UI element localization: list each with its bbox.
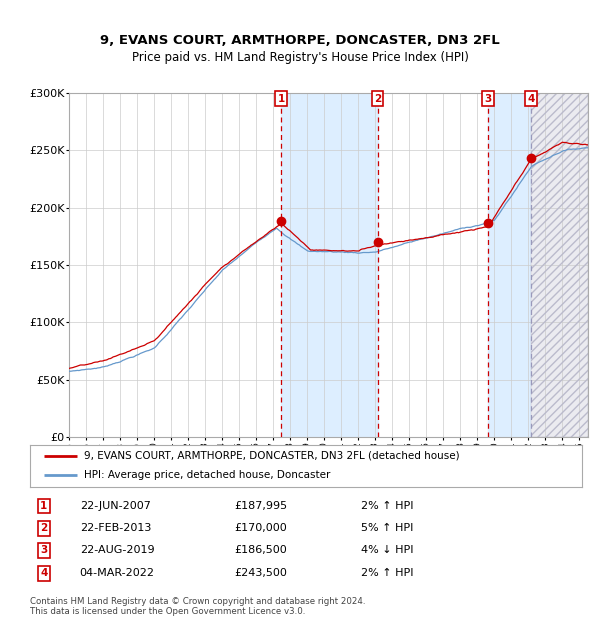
Text: 4: 4 bbox=[527, 94, 535, 104]
Text: 1: 1 bbox=[40, 501, 47, 511]
Text: 5% ↑ HPI: 5% ↑ HPI bbox=[361, 523, 413, 533]
Text: 4% ↓ HPI: 4% ↓ HPI bbox=[361, 546, 414, 556]
Text: £170,000: £170,000 bbox=[234, 523, 287, 533]
Text: 22-FEB-2013: 22-FEB-2013 bbox=[80, 523, 151, 533]
Text: 2% ↑ HPI: 2% ↑ HPI bbox=[361, 501, 414, 511]
Text: 2: 2 bbox=[374, 94, 381, 104]
Text: 2: 2 bbox=[40, 523, 47, 533]
Text: 9, EVANS COURT, ARMTHORPE, DONCASTER, DN3 2FL: 9, EVANS COURT, ARMTHORPE, DONCASTER, DN… bbox=[100, 34, 500, 46]
Bar bbox=[488, 93, 532, 437]
Text: Contains HM Land Registry data © Crown copyright and database right 2024.: Contains HM Land Registry data © Crown c… bbox=[30, 597, 365, 606]
Bar bbox=[281, 93, 377, 437]
Text: 4: 4 bbox=[40, 569, 47, 578]
Bar bbox=[532, 93, 588, 437]
Text: £187,995: £187,995 bbox=[234, 501, 287, 511]
Text: 3: 3 bbox=[40, 546, 47, 556]
Text: 1: 1 bbox=[278, 94, 285, 104]
Text: £186,500: £186,500 bbox=[234, 546, 287, 556]
Text: 9, EVANS COURT, ARMTHORPE, DONCASTER, DN3 2FL (detached house): 9, EVANS COURT, ARMTHORPE, DONCASTER, DN… bbox=[84, 451, 460, 461]
Text: 22-JUN-2007: 22-JUN-2007 bbox=[80, 501, 151, 511]
Bar bbox=[532, 93, 588, 437]
Text: This data is licensed under the Open Government Licence v3.0.: This data is licensed under the Open Gov… bbox=[30, 608, 305, 616]
Text: 3: 3 bbox=[485, 94, 492, 104]
Text: £243,500: £243,500 bbox=[234, 569, 287, 578]
Text: Price paid vs. HM Land Registry's House Price Index (HPI): Price paid vs. HM Land Registry's House … bbox=[131, 51, 469, 63]
Text: 2% ↑ HPI: 2% ↑ HPI bbox=[361, 569, 414, 578]
Text: 22-AUG-2019: 22-AUG-2019 bbox=[80, 546, 154, 556]
Text: HPI: Average price, detached house, Doncaster: HPI: Average price, detached house, Donc… bbox=[84, 471, 331, 480]
Text: 04-MAR-2022: 04-MAR-2022 bbox=[80, 569, 155, 578]
